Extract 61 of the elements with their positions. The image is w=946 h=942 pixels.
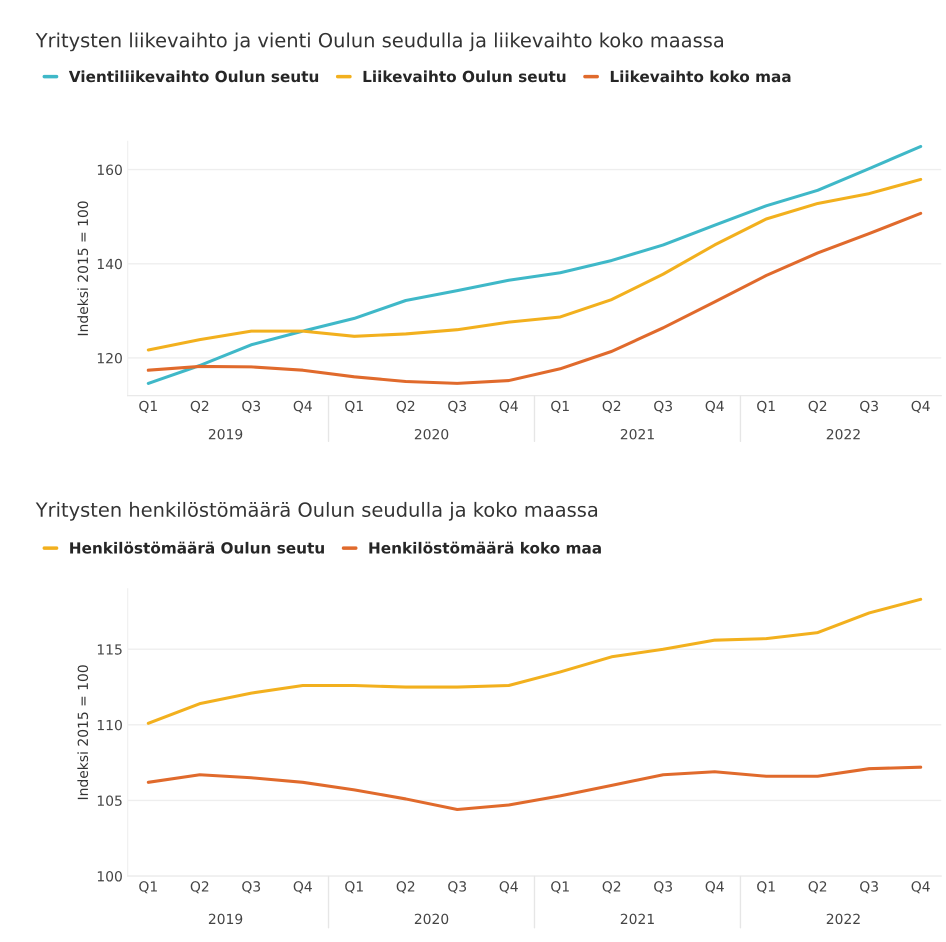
line-series <box>146 178 922 352</box>
x-tick-label: Q3 <box>860 400 878 413</box>
x-tick-label: Q4 <box>706 881 724 894</box>
text: 2019 <box>208 428 242 440</box>
x-tick-label: Q1 <box>345 881 363 894</box>
y-tick-label: 120 <box>98 352 122 364</box>
x-tick-label: Q1 <box>345 400 363 413</box>
x-tick-label: Q2 <box>808 881 826 894</box>
x-tick-label: Q3 <box>242 881 260 894</box>
x-tick-label: Q3 <box>654 881 672 894</box>
y-tick-label: 115 <box>98 644 122 655</box>
x-tick-label: Q2 <box>396 400 414 413</box>
y-axis-title: Indeksi 2015 = 100 <box>77 201 88 336</box>
y-tick-label: 110 <box>98 720 122 730</box>
x-tick-label: Q4 <box>706 400 724 413</box>
x-tick-label: Q2 <box>602 881 620 894</box>
text: 2021 <box>620 914 654 924</box>
text: 2020 <box>414 428 448 440</box>
text: 2021 <box>620 428 654 440</box>
legend-label: Vientiliikevaihto Oulun seutu <box>68 70 318 82</box>
text: 2019 <box>208 914 242 924</box>
x-tick-label: Q4 <box>912 400 930 413</box>
y-tick-label: 140 <box>98 258 122 270</box>
legend-label: Liikevaihto Oulun seutu <box>364 70 566 82</box>
x-tick-label: Q1 <box>139 881 157 894</box>
x-tick-label: Q1 <box>757 400 775 413</box>
x-tick-label: Q2 <box>602 400 620 413</box>
x-tick-label: Q2 <box>190 400 208 413</box>
chart-title: Yritysten liikevaihto ja vienti Oulun seudulla ja liikevaihto koko maassa <box>36 32 723 52</box>
x-tick-label: Q1 <box>551 400 569 413</box>
x-tick-label: Q4 <box>500 881 518 894</box>
legend-label: Henkilöstömäärä koko maa <box>369 542 601 554</box>
line-series <box>146 144 922 385</box>
x-tick-label: Q4 <box>294 881 312 894</box>
x-tick-label: Q1 <box>551 881 569 894</box>
line-series <box>146 766 922 812</box>
y-tick-label: 160 <box>98 164 122 176</box>
x-tick-label: Q2 <box>190 881 208 894</box>
text: 2020 <box>414 914 448 924</box>
text: 2022 <box>826 428 860 440</box>
y-axis-title: Indeksi 2015 = 100 <box>77 665 88 800</box>
x-tick-label: Q3 <box>654 400 672 413</box>
x-tick-label: Q4 <box>912 881 930 894</box>
chart-title: Yritysten henkilöstömäärä Oulun seudulla ja koko maassa <box>36 502 598 521</box>
x-tick-label: Q3 <box>448 881 466 894</box>
x-tick-label: Q4 <box>500 400 518 413</box>
x-tick-label: Q3 <box>242 400 260 413</box>
legend-label: Henkilöstömäärä Oulun seutu <box>70 542 324 554</box>
y-tick-label: 100 <box>98 871 122 882</box>
x-tick-label: Q3 <box>448 400 466 413</box>
x-tick-label: Q3 <box>860 881 878 894</box>
x-tick-label: Q4 <box>294 400 312 413</box>
text: 2022 <box>826 914 860 924</box>
line-series <box>146 212 922 385</box>
x-tick-label: Q2 <box>396 881 414 894</box>
x-tick-label: Q1 <box>757 881 775 894</box>
legend-label: Liikevaihto koko maa <box>610 70 790 82</box>
y-tick-label: 105 <box>98 795 122 806</box>
x-tick-label: Q1 <box>139 400 157 413</box>
line-series <box>146 598 922 725</box>
x-tick-label: Q2 <box>808 400 826 413</box>
